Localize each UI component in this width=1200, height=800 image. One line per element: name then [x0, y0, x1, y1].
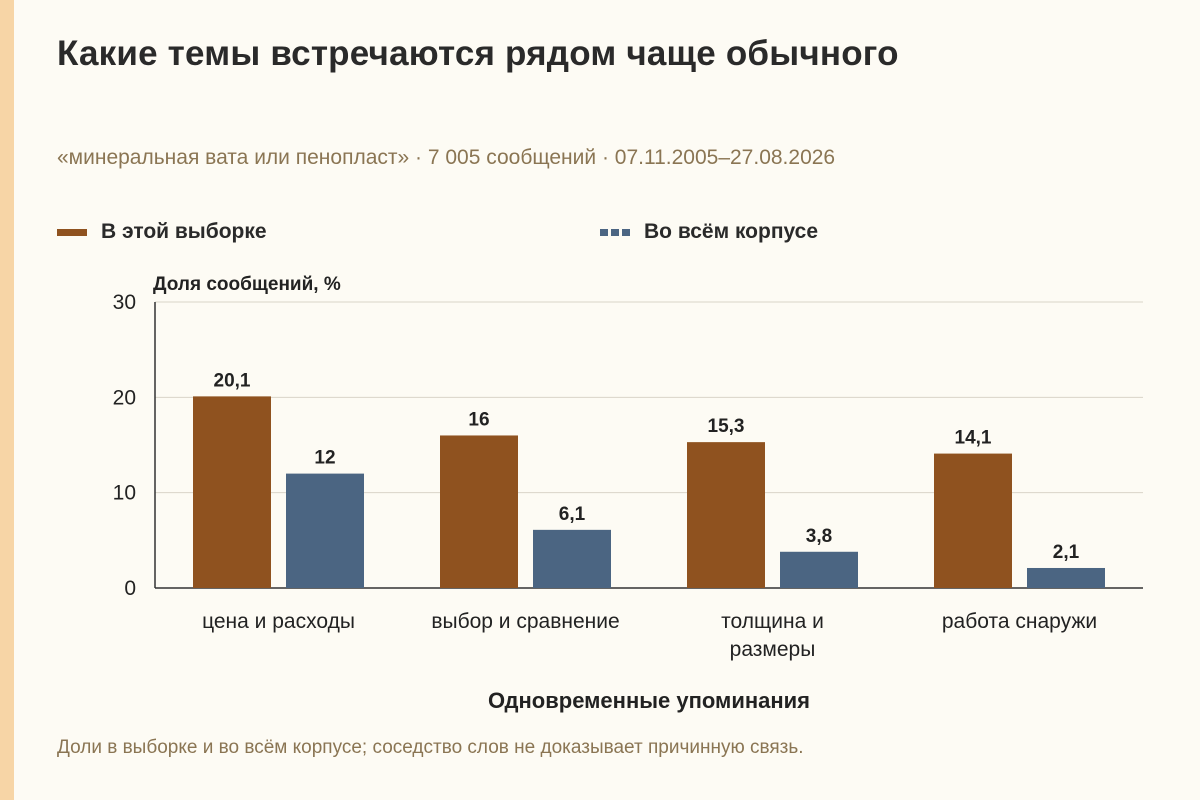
- accent-stripe: [0, 0, 14, 800]
- y-tick-label: 20: [113, 386, 136, 409]
- bar-corpus: [286, 473, 364, 588]
- legend-label-sample: В этой выборке: [101, 220, 267, 243]
- x-tick-label: размеры: [730, 638, 816, 661]
- data-label: 16: [468, 409, 489, 430]
- bar-sample: [687, 442, 765, 588]
- x-tick-label: выбор и сравнение: [431, 610, 619, 633]
- data-label: 2,1: [1053, 542, 1080, 563]
- x-axis-label: Одновременные упоминания: [488, 688, 810, 713]
- legend-swatch-corpus: [600, 228, 630, 236]
- data-label: 12: [314, 448, 335, 469]
- data-label: 6,1: [559, 504, 586, 525]
- bar-sample: [193, 396, 271, 588]
- y-tick-label: 10: [113, 482, 136, 505]
- x-tick-label: цена и расходы: [202, 610, 355, 633]
- bar-corpus: [780, 551, 858, 588]
- chart-subtitle: «минеральная вата или пенопласт» · 7 005…: [57, 146, 836, 169]
- legend-label-corpus: Во всём корпусе: [644, 220, 819, 243]
- legend-item-sample: В этой выборке: [57, 220, 267, 244]
- data-label: 3,8: [806, 526, 832, 547]
- y-tick-label: 0: [124, 577, 136, 600]
- y-axis-label: Доля сообщений, %: [153, 274, 341, 295]
- data-label: 14,1: [955, 428, 992, 449]
- bar-sample: [934, 453, 1012, 588]
- bar-sample: [440, 435, 518, 588]
- y-tick-label: 30: [113, 291, 136, 314]
- chart-title: Какие темы встречаются рядом чаще обычно…: [57, 34, 899, 73]
- data-label: 20,1: [214, 370, 251, 391]
- legend-swatch-sample: [57, 228, 87, 236]
- x-tick-label: толщина и: [721, 610, 824, 633]
- footnote: Доли в выборке и во всём корпусе; соседс…: [57, 737, 804, 758]
- bar-corpus: [1027, 567, 1105, 588]
- x-tick-label: работа снаружи: [942, 610, 1097, 633]
- legend-item-corpus: Во всём корпусе: [600, 220, 818, 244]
- bar-corpus: [533, 529, 611, 588]
- data-label: 15,3: [708, 416, 745, 437]
